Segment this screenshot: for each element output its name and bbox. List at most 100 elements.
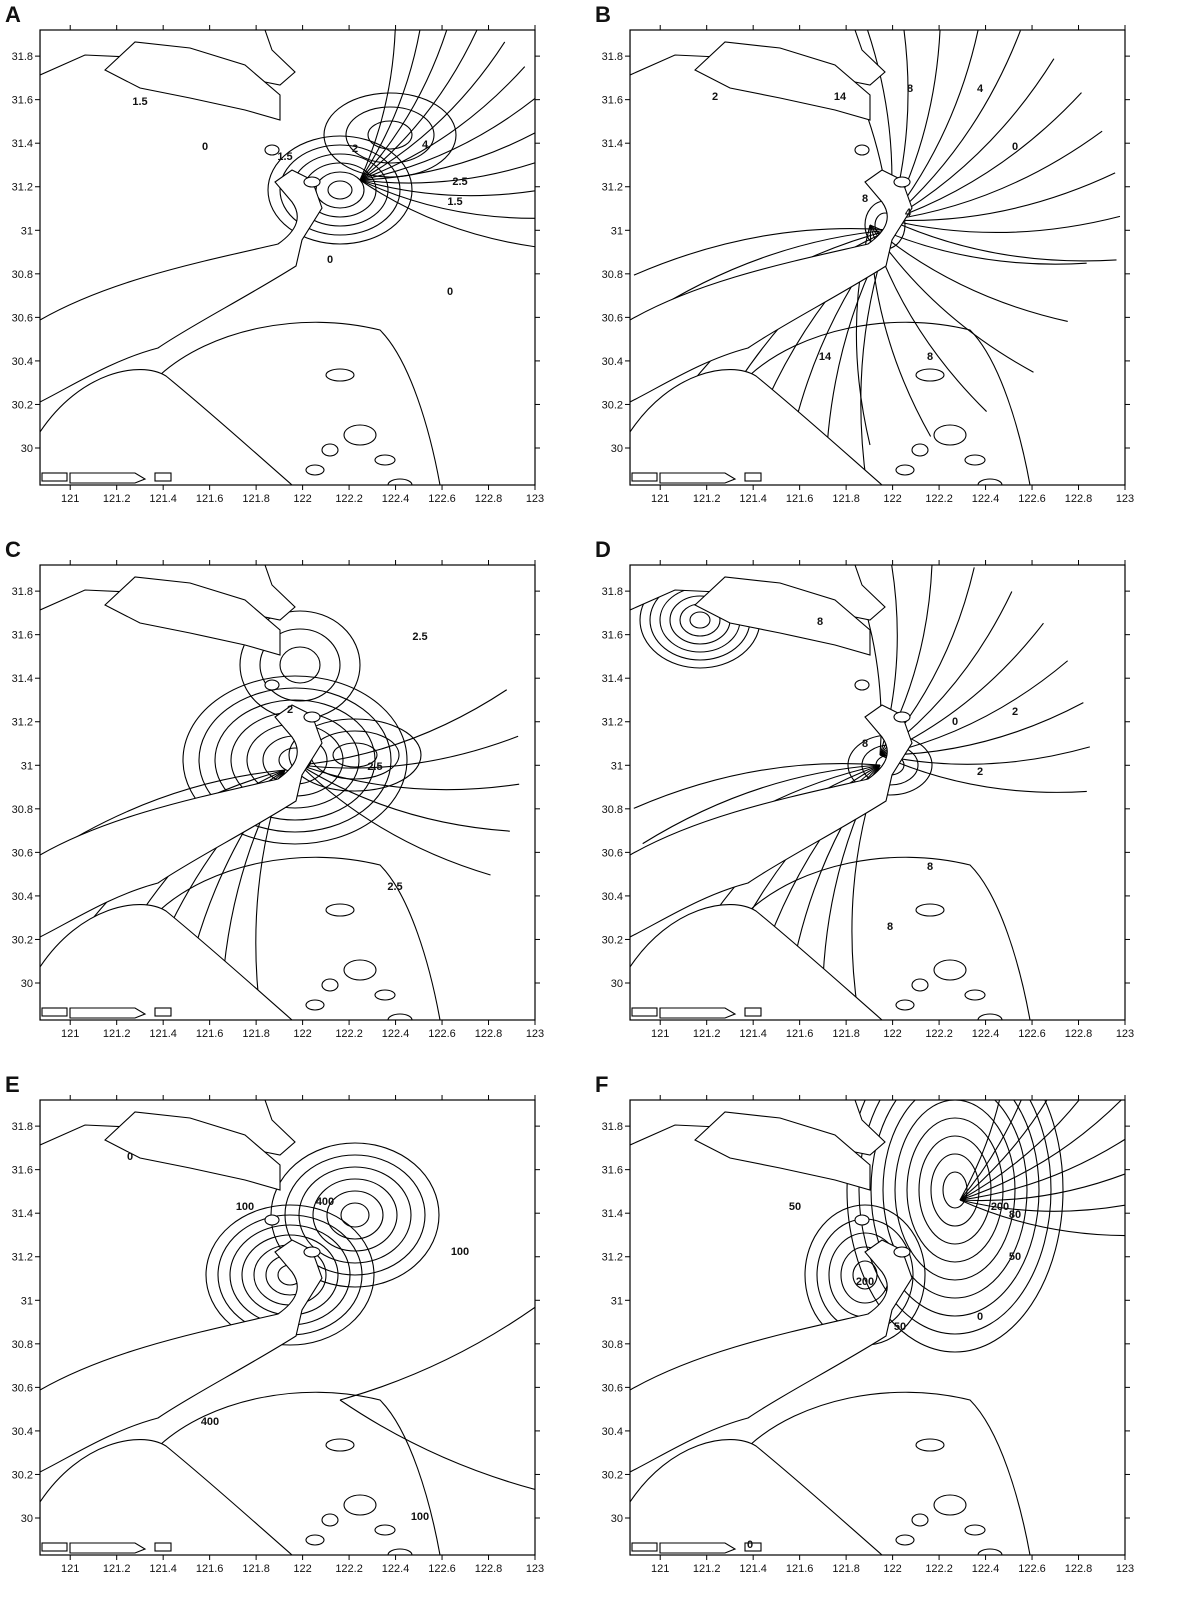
- island: [912, 444, 928, 456]
- coastline: [630, 705, 912, 937]
- contour-label: 2: [712, 91, 718, 103]
- y-tick-label: 31.2: [12, 1252, 33, 1264]
- x-tick-label: 121.4: [739, 1563, 767, 1575]
- coastline: [630, 905, 882, 1020]
- y-tick-label: 31.4: [602, 673, 623, 685]
- contour-label: 0: [977, 1311, 983, 1323]
- island: [894, 712, 910, 722]
- contour-label: 2: [352, 143, 358, 155]
- island: [855, 145, 869, 155]
- island: [916, 1439, 944, 1451]
- contour-line: [907, 1118, 1003, 1262]
- island: [322, 979, 338, 991]
- y-tick-label: 30.4: [12, 891, 33, 903]
- island: [934, 425, 966, 445]
- island: [326, 1439, 354, 1451]
- x-tick-label: 121.6: [786, 1028, 814, 1040]
- x-tick-label: 122.8: [1065, 1028, 1093, 1040]
- y-tick-label: 30.6: [602, 847, 623, 859]
- x-tick-label: 122: [883, 493, 901, 505]
- island: [326, 369, 354, 381]
- island: [344, 425, 376, 445]
- x-tick-label: 122.2: [925, 1028, 953, 1040]
- scale-bar: [632, 1008, 657, 1016]
- x-tick-label: 122.4: [972, 1028, 1000, 1040]
- contour-line: [327, 1191, 383, 1239]
- map-body: [40, 0, 560, 491]
- contour-label: 8: [862, 193, 868, 205]
- contour-label: 2: [1012, 706, 1018, 718]
- panel-letter: E: [5, 1072, 20, 1097]
- x-tick-label: 123: [1116, 1563, 1134, 1575]
- contour-line: [313, 1179, 397, 1251]
- y-tick-label: 31.8: [602, 51, 623, 63]
- island: [855, 1215, 869, 1225]
- contour-label: 1.5: [132, 96, 147, 108]
- contour-label: 8: [862, 738, 868, 750]
- island: [896, 465, 914, 475]
- y-tick-label: 31.6: [602, 630, 623, 642]
- x-tick-label: 121: [651, 493, 669, 505]
- island: [326, 904, 354, 916]
- x-tick-label: 121.4: [149, 1563, 177, 1575]
- island: [934, 1495, 966, 1515]
- island: [912, 1514, 928, 1526]
- scale-bar: [660, 1543, 735, 1553]
- x-tick-label: 121: [61, 493, 79, 505]
- y-tick-label: 31: [611, 225, 623, 237]
- map-panel: A121121.2121.4121.6121.8122122.2122.4122…: [5, 0, 560, 505]
- contour-label: 8: [887, 921, 893, 933]
- y-tick-label: 31: [21, 225, 33, 237]
- x-tick-label: 122.8: [1065, 493, 1093, 505]
- contour-line: [316, 172, 364, 208]
- island: [265, 1215, 279, 1225]
- island: [855, 680, 869, 690]
- island: [934, 960, 966, 980]
- y-tick-label: 31.8: [602, 1121, 623, 1133]
- contour-label: 400: [201, 1416, 219, 1428]
- island: [912, 979, 928, 991]
- x-tick-label: 122.2: [925, 1563, 953, 1575]
- island: [894, 1247, 910, 1257]
- x-tick-label: 123: [1116, 1028, 1134, 1040]
- coastline: [40, 1240, 322, 1472]
- contour-line: [346, 107, 434, 163]
- x-tick-label: 121.2: [693, 1028, 721, 1040]
- x-tick-label: 122: [293, 1563, 311, 1575]
- coastline: [40, 905, 292, 1020]
- scale-bar: [70, 1543, 145, 1553]
- coastline: [40, 705, 322, 937]
- y-tick-label: 30.8: [12, 1339, 33, 1351]
- island: [896, 1000, 914, 1010]
- panel-letter: F: [595, 1072, 608, 1097]
- contour-label: 0: [202, 141, 208, 153]
- island: [322, 444, 338, 456]
- contour-label: 4: [422, 139, 429, 151]
- coastline: [630, 370, 882, 485]
- contour-label: 8: [927, 861, 933, 873]
- scale-bar: [42, 473, 67, 481]
- coastline: [630, 1440, 882, 1555]
- contour-label: 0: [747, 1539, 753, 1551]
- y-tick-label: 31.6: [12, 95, 33, 107]
- contour-label: 50: [789, 1201, 801, 1213]
- y-tick-label: 30.8: [12, 804, 33, 816]
- x-tick-label: 121.8: [832, 1028, 860, 1040]
- x-tick-label: 121: [61, 1028, 79, 1040]
- scale-bar: [660, 473, 735, 483]
- island: [304, 1247, 320, 1257]
- contour-label: 100: [411, 1511, 429, 1523]
- scale-bar: [745, 473, 761, 481]
- y-tick-label: 30: [611, 443, 623, 455]
- map-panel: C121121.2121.4121.6121.8122122.2122.4122…: [5, 537, 544, 1040]
- y-tick-label: 30.4: [602, 891, 623, 903]
- scale-bar: [70, 473, 145, 483]
- x-tick-label: 122.8: [1065, 1563, 1093, 1575]
- panel-letter: D: [595, 537, 611, 562]
- scale-bar: [42, 1543, 67, 1551]
- y-tick-label: 30: [611, 1513, 623, 1525]
- x-tick-label: 122.2: [925, 493, 953, 505]
- x-tick-label: 122: [883, 1563, 901, 1575]
